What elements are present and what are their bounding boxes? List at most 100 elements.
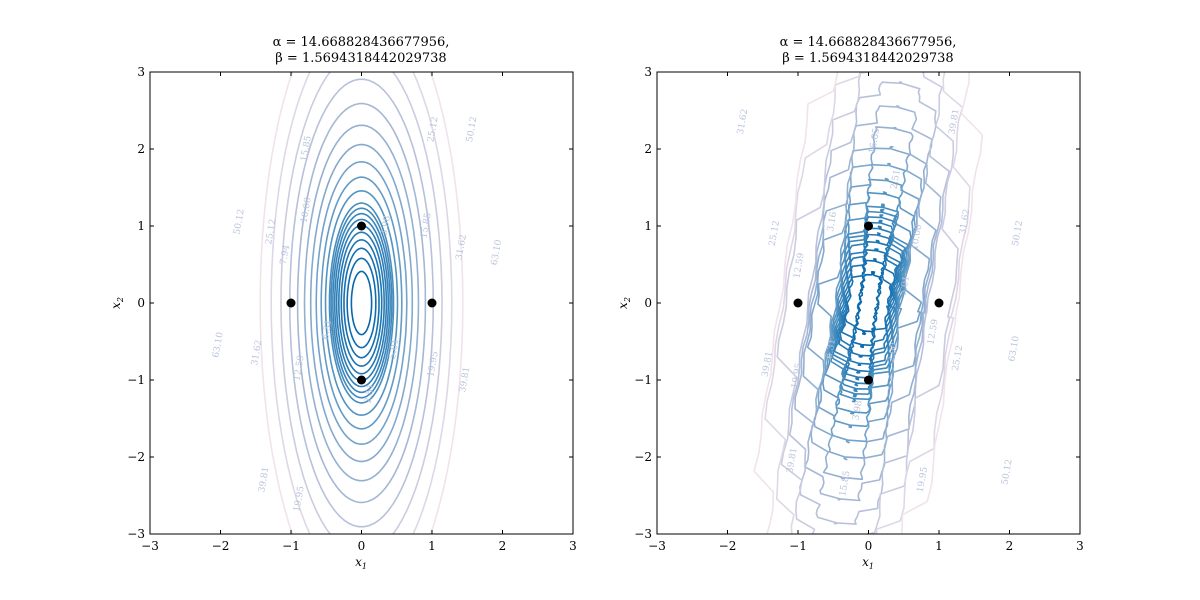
- right-data-points: [793, 221, 944, 385]
- right-y-axis-label: x2: [616, 297, 632, 309]
- right-plot-title-line1: α = 14.668828436677956,: [780, 35, 957, 50]
- data-point: [427, 298, 437, 308]
- x-tick-label: −3: [141, 539, 159, 553]
- contour-label: 63.10: [1007, 335, 1021, 362]
- x-tick-label: 0: [358, 539, 366, 553]
- contour-label: 50.12: [1011, 220, 1025, 247]
- contour-label: 31.62: [958, 208, 972, 235]
- y-tick-label: 2: [644, 142, 652, 156]
- contour-line: [350, 270, 373, 336]
- x-tick-label: 1: [428, 539, 436, 553]
- contour-line: [333, 218, 390, 388]
- contour-line: [335, 224, 388, 382]
- y-tick-label: −3: [127, 527, 145, 541]
- y-tick-label: 3: [644, 65, 652, 79]
- contour-line: [346, 257, 377, 349]
- y-tick-label: −1: [634, 373, 652, 387]
- contour-line: [303, 124, 420, 482]
- data-point: [357, 375, 366, 385]
- contour-label: 15.85: [838, 470, 852, 497]
- contour-line: [315, 161, 408, 445]
- y-tick-label: −2: [634, 450, 652, 464]
- contour-line: [753, 72, 984, 534]
- data-point: [793, 298, 803, 308]
- contour-label: 3.16: [826, 211, 839, 233]
- x-tick-label: 1: [935, 539, 943, 553]
- left-data-points: [286, 221, 437, 385]
- contour-label: 19.95: [426, 350, 440, 377]
- x-tick-label: 0: [865, 539, 873, 553]
- left-plot-frame: [149, 71, 574, 535]
- contour-label: 3.98: [380, 215, 393, 237]
- contour-label: 15.85: [299, 135, 313, 162]
- contour-line: [338, 231, 385, 375]
- contour-label: 31.62: [455, 234, 469, 261]
- contour-line: [340, 239, 383, 367]
- y-tick-label: 0: [137, 296, 145, 310]
- contour-line: [330, 207, 393, 399]
- x-tick-label: −2: [212, 539, 230, 553]
- data-point: [864, 221, 873, 231]
- contour-line: [259, 72, 464, 534]
- contour-label: 2.51: [889, 169, 902, 190]
- y-tick-label: 2: [137, 142, 145, 156]
- contour-label: 63.10: [211, 331, 225, 358]
- right-contour-plot: α = 14.668828436677956, β = 1.5694318442…: [616, 35, 1084, 571]
- data-point: [934, 298, 944, 308]
- contour-label: 7.94: [279, 244, 292, 266]
- contour-label: 3.98: [851, 399, 864, 421]
- left-y-ticks: −3 −2 −1 0 1 2 3: [127, 65, 573, 541]
- right-x-axis-label: x1: [862, 555, 874, 571]
- x-tick-label: 2: [499, 539, 507, 553]
- contour-label: 25.12: [768, 220, 782, 247]
- contour-label: 31.62: [250, 339, 264, 366]
- contour-label: 6.31: [321, 319, 334, 340]
- contour-label: 39.81: [761, 351, 775, 378]
- y-tick-label: 1: [137, 219, 145, 233]
- contour-line: [851, 258, 886, 349]
- x-tick-label: −1: [789, 539, 807, 553]
- contour-label: 12.59: [292, 354, 306, 381]
- contour-label: 19.95: [790, 362, 804, 389]
- data-point: [286, 298, 296, 308]
- contour-line: [280, 72, 443, 534]
- x-tick-label: −3: [648, 539, 666, 553]
- x-tick-label: 2: [1006, 539, 1014, 553]
- contour-label: 12.59: [792, 252, 806, 279]
- y-tick-label: −3: [634, 527, 652, 541]
- x-tick-label: 3: [1076, 539, 1084, 553]
- contour-line: [320, 176, 403, 430]
- contour-line: [296, 102, 427, 504]
- left-y-axis-label: x2: [109, 297, 125, 309]
- left-contour-labels: 2.51 3.98 5.01 6.31 7.94 10.00 12.59 15.85 15.85…: [211, 116, 504, 513]
- contour-label: 63.10: [490, 239, 504, 266]
- contour-label: 12.59: [926, 318, 940, 345]
- left-x-ticks: −3 −2 −1 0 1 2 3: [141, 72, 577, 553]
- contour-label: 5.01: [899, 275, 912, 296]
- contour-line: [332, 212, 391, 394]
- y-tick-label: −1: [127, 373, 145, 387]
- contour-label: 50.12: [1000, 458, 1014, 485]
- right-x-ticks: −3 −2 −1 0 1 2 3: [648, 72, 1084, 553]
- contour-label: 39.81: [947, 108, 961, 135]
- contour-line: [776, 72, 959, 534]
- contour-label: 25.12: [951, 345, 965, 372]
- y-tick-label: 0: [644, 296, 652, 310]
- contour-label: 31.62: [736, 108, 750, 135]
- y-tick-label: 3: [137, 65, 145, 79]
- data-point: [357, 221, 366, 231]
- contour-label: 50.12: [233, 208, 247, 235]
- contour-line: [764, 72, 971, 534]
- right-y-ticks: −3 −2 −1 0 1 2 3: [634, 65, 1080, 541]
- contour-label: 19.95: [916, 466, 930, 493]
- contour-line: [822, 177, 915, 429]
- right-plot-frame: [656, 71, 1081, 535]
- contour-label: 15.85: [868, 127, 882, 154]
- contour-label: 19.95: [292, 485, 306, 512]
- left-plot-title-line2: β = 1.5694318442029738: [275, 51, 446, 66]
- contour-line: [328, 202, 395, 404]
- contour-line: [309, 143, 414, 463]
- contour-label: 2.51: [363, 383, 376, 404]
- right-plot-title-line2: β = 1.5694318442029738: [782, 51, 953, 66]
